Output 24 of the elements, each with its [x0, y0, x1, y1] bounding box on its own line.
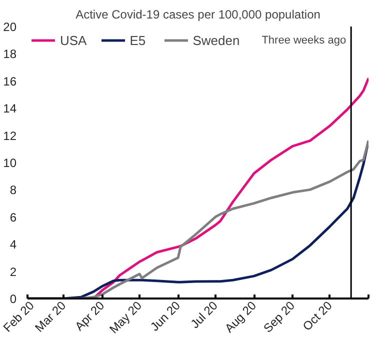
x-tick-label: Sep 20	[260, 298, 298, 336]
x-tick-label: Oct 20	[300, 298, 336, 334]
x-tick-label: Jun 20	[148, 298, 184, 334]
y-tick-label: 16	[3, 74, 17, 88]
y-tick-label: 4	[10, 238, 17, 252]
y-tick-label: 18	[3, 47, 17, 62]
y-tick-label: 12	[3, 128, 17, 143]
x-tick-label: Aug 20	[222, 298, 260, 336]
y-tick-label: 10	[3, 156, 17, 170]
legend-label: E5	[130, 32, 147, 48]
y-tick-label: 2	[10, 264, 17, 279]
y-tick-label: 6	[10, 210, 17, 224]
y-tick-label: 8	[10, 183, 17, 198]
x-tick-label: Mar 20	[32, 298, 69, 335]
x-tick-label: Jul 20	[188, 298, 221, 332]
y-tick-label: 20	[3, 20, 17, 34]
legend-label: USA	[60, 32, 87, 48]
x-tick-label: Apr 20	[72, 298, 108, 334]
chart-title: Active Covid-19 cases per 100,000 population	[76, 8, 320, 22]
x-tick-label: May 20	[106, 298, 145, 336]
y-tick-label: 0	[10, 292, 17, 306]
ref-line-label: Three weeks ago	[262, 34, 346, 46]
y-tick-label: 14	[3, 102, 17, 116]
legend-label: Sweden	[192, 32, 240, 48]
